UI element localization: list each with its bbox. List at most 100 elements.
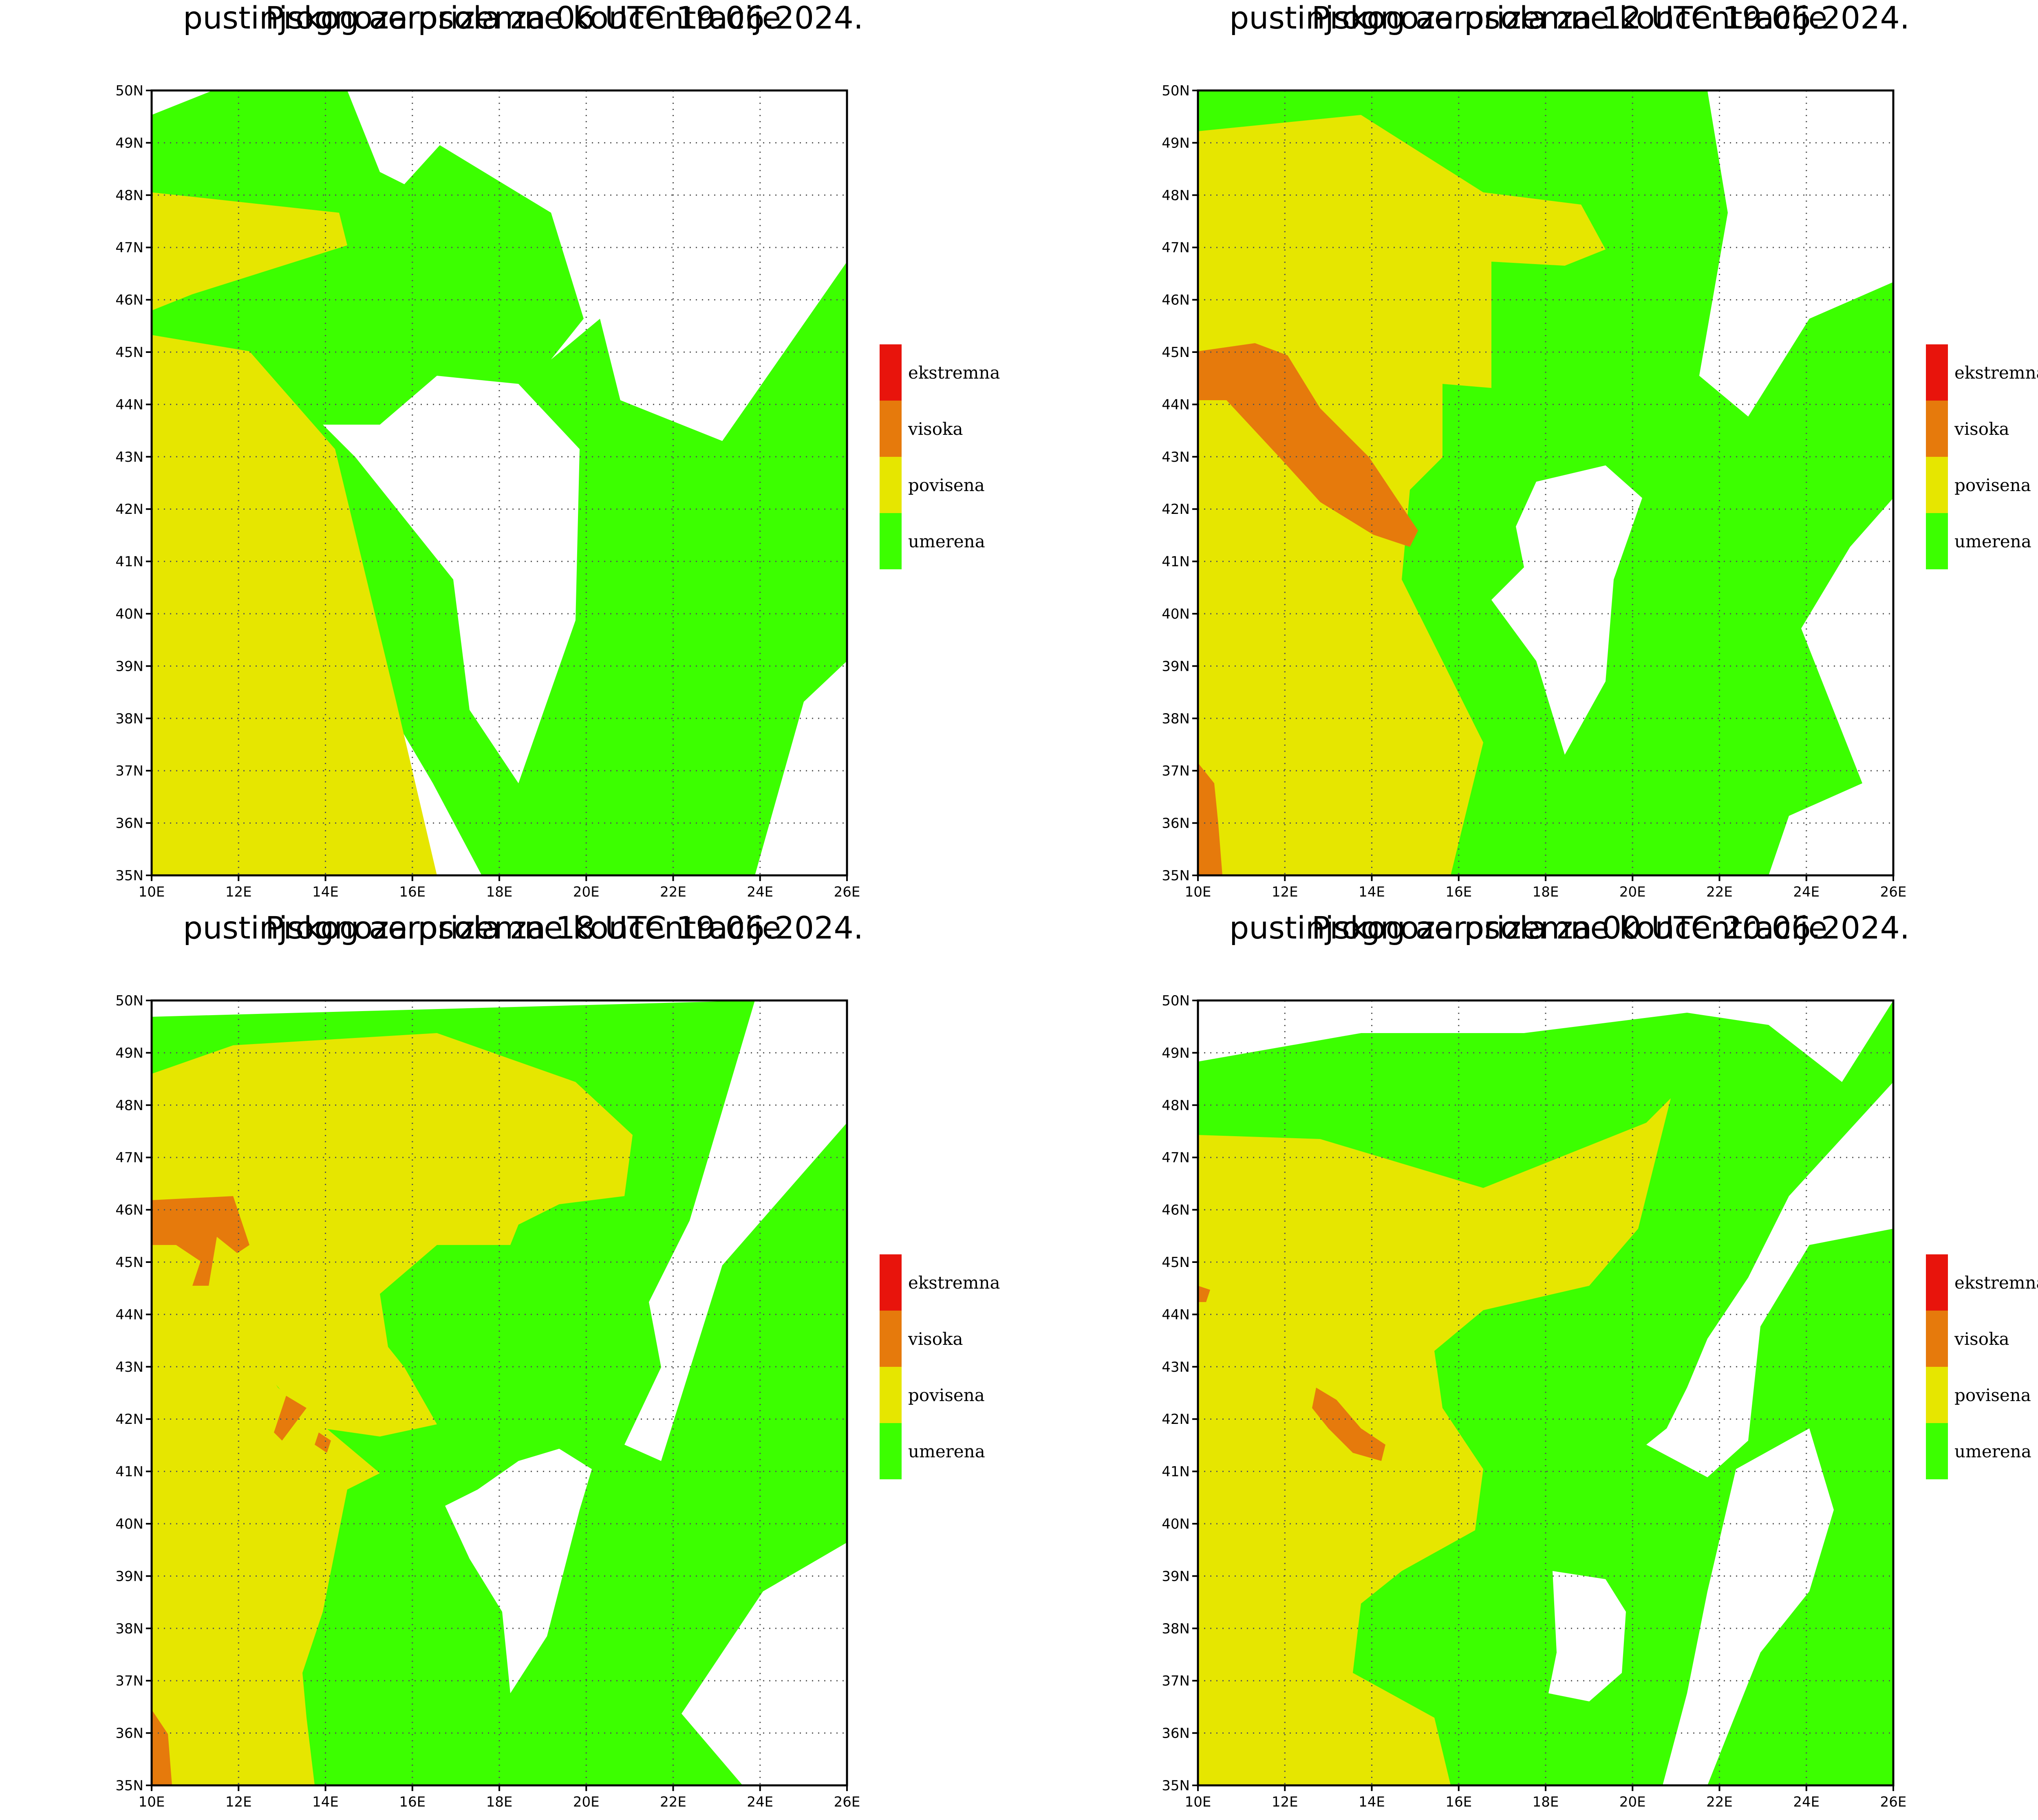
- y-tick-label: 50N: [1162, 83, 1190, 99]
- y-tick-label: 45N: [115, 1254, 143, 1271]
- y-tick-label: 40N: [1162, 1516, 1190, 1532]
- y-tick-label: 48N: [1162, 1097, 1190, 1114]
- x-tick-label: 16E: [1445, 1794, 1472, 1810]
- legend-swatch-ekstremna: [880, 344, 902, 401]
- y-tick-label: 36N: [1162, 1725, 1190, 1742]
- y-tick-label: 49N: [1162, 135, 1190, 151]
- x-tick-label: 10E: [139, 884, 165, 900]
- x-tick-label: 12E: [225, 1794, 252, 1810]
- legend-swatch-visoka: [1926, 401, 1948, 457]
- legend-swatch-umerena: [880, 513, 902, 569]
- legend-swatch-umerena: [880, 1423, 902, 1479]
- x-tick-label: 20E: [1619, 1794, 1646, 1810]
- x-tick-label: 16E: [399, 1794, 426, 1810]
- legend-label-povisena: povisena: [1954, 475, 2031, 495]
- y-tick-label: 36N: [115, 815, 143, 832]
- map-frame: [150, 89, 848, 877]
- x-tick-label: 22E: [660, 884, 686, 900]
- legend-swatch-visoka: [880, 401, 902, 457]
- legend-label-ekstremna: ekstremna: [1954, 1273, 2038, 1293]
- y-tick-label: 45N: [1162, 1254, 1190, 1271]
- legend-swatch-ekstremna: [880, 1254, 902, 1311]
- forecast-map: 10E 12E 14E 16E 18E 20E 22E 24E 26E 35N 36N 37N 38N 3…: [115, 83, 860, 900]
- panel-title-line1: Prognoza prizemne koncentracije: [1311, 910, 1828, 946]
- x-tick-label: 26E: [834, 884, 860, 900]
- legend-label-povisena: povisena: [1954, 1385, 2031, 1405]
- y-tick-label: 50N: [115, 83, 143, 99]
- y-tick-label: 46N: [115, 1202, 143, 1218]
- map-panel-12utc: Prognoza prizemne koncentracije pustinjs…: [1046, 0, 2038, 910]
- x-tick-label: 14E: [312, 1794, 339, 1810]
- y-tick-label: 35N: [115, 1778, 143, 1794]
- y-tick-label: 48N: [115, 1097, 143, 1114]
- y-tick-label: 42N: [115, 1411, 143, 1428]
- y-tick-label: 38N: [1162, 711, 1190, 727]
- y-tick-label: 41N: [115, 554, 143, 570]
- legend-label-visoka: visoka: [908, 419, 963, 439]
- x-tick-label: 24E: [747, 884, 773, 900]
- y-tick-label: 39N: [115, 1568, 143, 1584]
- x-tick-label: 14E: [1359, 884, 1385, 900]
- x-tick-label: 12E: [225, 884, 252, 900]
- x-tick-label: 24E: [1793, 884, 1820, 900]
- y-tick-label: 49N: [115, 1045, 143, 1061]
- y-tick-label: 45N: [115, 344, 143, 361]
- x-tick-label: 20E: [573, 1794, 600, 1810]
- x-tick-label: 14E: [1359, 1794, 1385, 1810]
- legend-label-visoka: visoka: [1954, 419, 2009, 439]
- x-tick-label: 26E: [834, 1794, 860, 1810]
- y-tick-label: 44N: [115, 1307, 143, 1323]
- panel-title-line2: pustinjskog aerosola za 06 UTC 19.06.202…: [183, 0, 863, 36]
- legend-swatch-umerena: [1926, 513, 1948, 569]
- x-tick-label: 26E: [1880, 1794, 1907, 1810]
- y-tick-label: 41N: [1162, 554, 1190, 570]
- legend-label-umerena: umerena: [908, 1441, 985, 1461]
- y-tick-label: 42N: [115, 501, 143, 518]
- x-tick-label: 26E: [1880, 884, 1907, 900]
- y-tick-label: 40N: [115, 1516, 143, 1532]
- x-tick-label: 16E: [399, 884, 426, 900]
- map-frame: [1197, 999, 1895, 1787]
- y-tick-label: 46N: [1162, 1202, 1190, 1218]
- x-tick-label: 18E: [486, 884, 513, 900]
- panel-title-line2: pustinjskog aerosola za 00 UTC 20.06.202…: [1229, 910, 1910, 946]
- legend-swatch-ekstremna: [1926, 344, 1948, 401]
- legend-swatch-visoka: [1926, 1311, 1948, 1367]
- y-tick-label: 39N: [115, 658, 143, 674]
- y-tick-label: 37N: [115, 1673, 143, 1689]
- y-tick-label: 38N: [115, 711, 143, 727]
- legend-swatch-ekstremna: [1926, 1254, 1948, 1311]
- legend-label-umerena: umerena: [1954, 1441, 2031, 1461]
- x-tick-label: 22E: [660, 1794, 686, 1810]
- y-tick-label: 40N: [1162, 606, 1190, 622]
- legend-swatch-umerena: [1926, 1423, 1948, 1479]
- y-tick-label: 47N: [1162, 1150, 1190, 1166]
- x-tick-label: 10E: [1185, 884, 1211, 900]
- map-panel-18utc: Prognoza prizemne koncentracije pustinjs…: [0, 910, 1046, 1820]
- y-tick-label: 43N: [1162, 1359, 1190, 1375]
- forecast-map: 10E 12E 14E 16E 18E 20E 22E 24E 26E 35N 36N 37N 38N 3…: [115, 993, 860, 1810]
- x-tick-label: 10E: [139, 1794, 165, 1810]
- y-tick-label: 47N: [115, 240, 143, 256]
- y-tick-label: 46N: [115, 292, 143, 308]
- y-tick-label: 47N: [1162, 240, 1190, 256]
- x-tick-label: 24E: [1793, 1794, 1820, 1810]
- y-tick-label: 42N: [1162, 1411, 1190, 1428]
- legend-label-povisena: povisena: [908, 1385, 985, 1405]
- y-tick-label: 47N: [115, 1150, 143, 1166]
- legend-swatch-povisena: [880, 457, 902, 513]
- y-tick-label: 43N: [115, 1359, 143, 1375]
- y-tick-label: 40N: [115, 606, 143, 622]
- x-tick-label: 20E: [573, 884, 600, 900]
- panel-title-line2: pustinjskog aerosola za 12 UTC 19.06.202…: [1229, 0, 1910, 36]
- y-tick-label: 45N: [1162, 344, 1190, 361]
- y-tick-label: 46N: [1162, 292, 1190, 308]
- map-frame: [150, 999, 848, 1787]
- y-tick-label: 48N: [1162, 187, 1190, 204]
- x-tick-label: 22E: [1706, 1794, 1733, 1810]
- y-tick-label: 42N: [1162, 501, 1190, 518]
- x-tick-label: 12E: [1272, 884, 1298, 900]
- y-tick-label: 44N: [115, 397, 143, 413]
- y-tick-label: 43N: [115, 449, 143, 465]
- y-tick-label: 36N: [1162, 815, 1190, 832]
